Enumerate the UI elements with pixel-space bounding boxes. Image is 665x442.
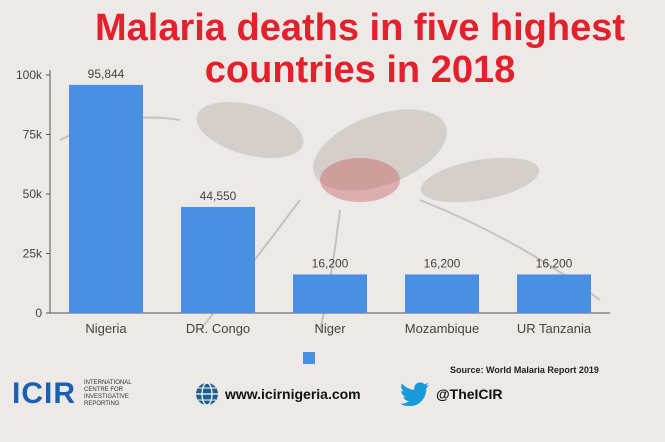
bar [405,274,479,313]
icir-logo-text: ICIR [12,377,76,410]
legend-swatch [303,352,315,364]
bar-value-label: 16,200 [424,256,461,270]
x-tick-label: Niger [314,321,346,336]
website-block: www.icirnigeria.com [195,374,361,414]
bar-value-label: 16,200 [312,256,349,270]
bar-value-label: 16,200 [536,256,573,270]
x-tick-label: Nigeria [85,321,127,336]
y-tick-label: 100k [16,68,43,82]
icir-logo-subtitle: INTERNATIONAL CENTRE FOR INVESTIGATIVE R… [84,380,132,407]
icir-logo: ICIR INTERNATIONAL CENTRE FOR INVESTIGAT… [12,374,144,414]
bar [293,274,367,313]
bar-value-label: 95,844 [88,67,125,81]
y-tick-label: 0 [35,306,42,320]
bar [69,84,143,313]
chart-title-line-2: countries in 2018 [204,49,516,91]
bar [517,274,591,313]
x-tick-label: DR. Congo [186,321,250,336]
bar [181,206,255,313]
y-tick-label: 75k [23,128,43,142]
twitter-block: @TheICIR [400,374,503,414]
x-tick-label: Mozambique [405,321,479,336]
source-note: Source: World Malaria Report 2019 [450,365,599,375]
globe-icon [196,382,218,406]
twitter-handle[interactable]: @TheICIR [436,386,503,402]
bar-value-label: 44,550 [200,189,237,203]
website-link[interactable]: www.icirnigeria.com [225,386,361,402]
chart-title-line-1: Malaria deaths in five highest [94,7,626,49]
twitter-bird-icon [400,382,429,406]
x-tick-label: UR Tanzania [517,321,592,336]
y-tick-label: 25k [23,247,43,261]
y-tick-label: 50k [23,187,43,201]
